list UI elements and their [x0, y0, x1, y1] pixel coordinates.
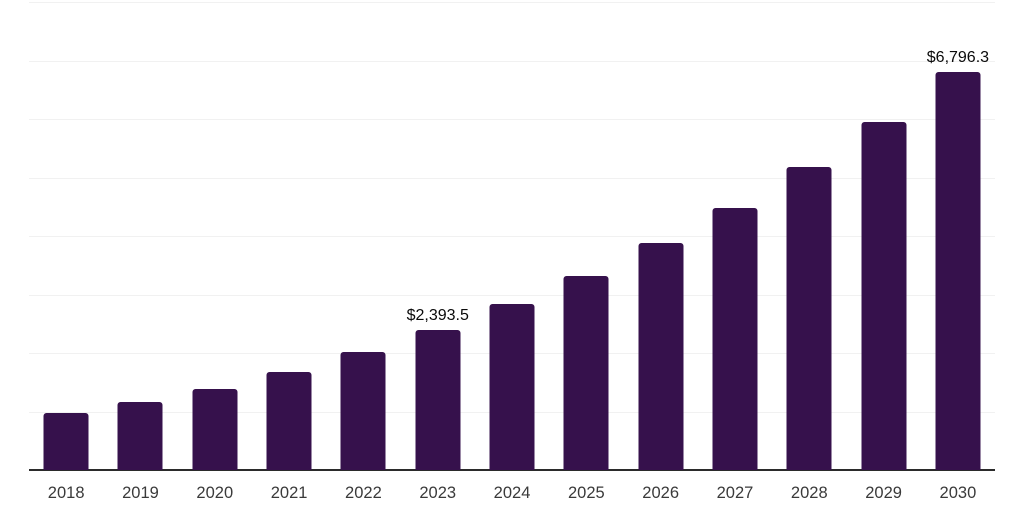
bar-2030: [935, 72, 981, 470]
bar-column: [772, 2, 846, 470]
bar-2018: [43, 412, 89, 470]
bar-column: [178, 2, 252, 470]
bar-column: [846, 2, 920, 470]
x-tick-label-2027: 2027: [716, 484, 754, 502]
gridline: [29, 119, 995, 120]
x-tick-label-2019: 2019: [122, 484, 159, 502]
bar-2019: [117, 402, 163, 470]
x-tick-label-2021: 2021: [270, 484, 308, 502]
gridline: [29, 60, 995, 62]
bar-column: [326, 2, 400, 470]
x-tick-label-2018: 2018: [47, 484, 85, 502]
x-axis-labels: 2018 2019 2020 2021 2022 2023 2024 2025 2026 2027…: [29, 484, 995, 502]
bar-column: $2,393.5: [401, 2, 475, 470]
bar-2020: [192, 388, 238, 470]
gridline: [29, 177, 995, 179]
bar-2021: [266, 371, 312, 470]
gridline: [29, 2, 995, 3]
bar-2024: [489, 303, 535, 470]
bar-column: [29, 2, 103, 470]
x-tick-label-2022: 2022: [345, 484, 382, 502]
bar-value-label-2030: $6,796.3: [926, 49, 990, 67]
bar-column: [624, 2, 698, 470]
bar-value-label-2023: $2,393.5: [406, 306, 469, 324]
bar-2023: [415, 329, 461, 470]
x-tick-label-2023: 2023: [419, 484, 457, 502]
x-tick-label-2028: 2028: [790, 484, 828, 502]
bar-column: [103, 2, 177, 470]
x-axis-line: [29, 469, 995, 471]
x-tick-label-2026: 2026: [642, 484, 680, 502]
bar-column: $6,796.3: [921, 2, 995, 470]
x-tick-label-2020: 2020: [196, 484, 234, 502]
bar-2028: [786, 167, 832, 470]
bar-2025: [563, 275, 609, 470]
bar-column: [252, 2, 326, 470]
bar-2029: [861, 121, 907, 470]
bar-column: [475, 2, 549, 470]
gridline: [29, 236, 995, 237]
bar-2022: [340, 352, 386, 470]
bar-column: [698, 2, 772, 470]
x-tick-label-2024: 2024: [493, 484, 531, 502]
x-tick-label-2025: 2025: [567, 484, 605, 502]
bar-2027: [712, 207, 758, 470]
bar-column: [549, 2, 623, 470]
gridline: [29, 294, 995, 296]
x-tick-label-2030: 2030: [939, 484, 977, 502]
x-tick-label-2029: 2029: [865, 484, 902, 502]
plot-area: $2,393.5 $6,796.3: [29, 2, 995, 470]
bar-2026: [638, 243, 684, 470]
